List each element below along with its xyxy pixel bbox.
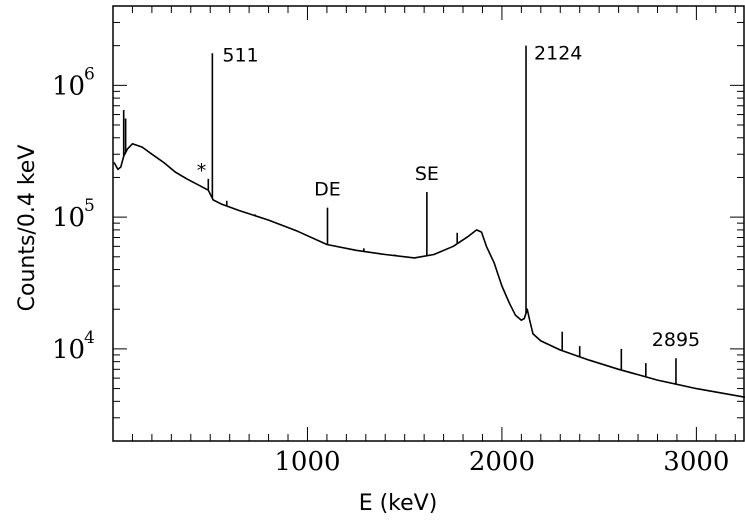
x-tick-label: 3000 (663, 447, 729, 477)
y-axis-label: Counts/0.4 keV (15, 145, 40, 312)
plot-frame (112, 5, 745, 442)
y-tick-label-exponent: 4 (84, 328, 95, 348)
y-tick-label-base: 10 (52, 335, 85, 365)
peak-label: DE (314, 179, 341, 201)
y-tick-label-base: 10 (52, 71, 85, 101)
spectrum-line (113, 143, 745, 398)
peak-label: SE (415, 163, 439, 185)
x-tick-label: 1000 (274, 447, 340, 477)
y-tick-label-base: 10 (52, 203, 85, 233)
x-axis-label: E (keV) (359, 491, 438, 516)
peak-label: * (197, 160, 207, 182)
y-tick-label-exponent: 5 (84, 196, 95, 216)
peak-label: 2895 (652, 329, 700, 351)
peak-label: 2124 (534, 43, 582, 65)
series-group (113, 45, 745, 398)
plot-border (112, 5, 745, 442)
x-tick-label: 2000 (469, 447, 535, 477)
axis-ticks (113, 5, 744, 442)
peak-label: 511 (222, 44, 258, 66)
y-tick-label-exponent: 6 (84, 64, 95, 84)
peak-annotations: 511 * DE SE 2124 2895 (197, 43, 700, 352)
